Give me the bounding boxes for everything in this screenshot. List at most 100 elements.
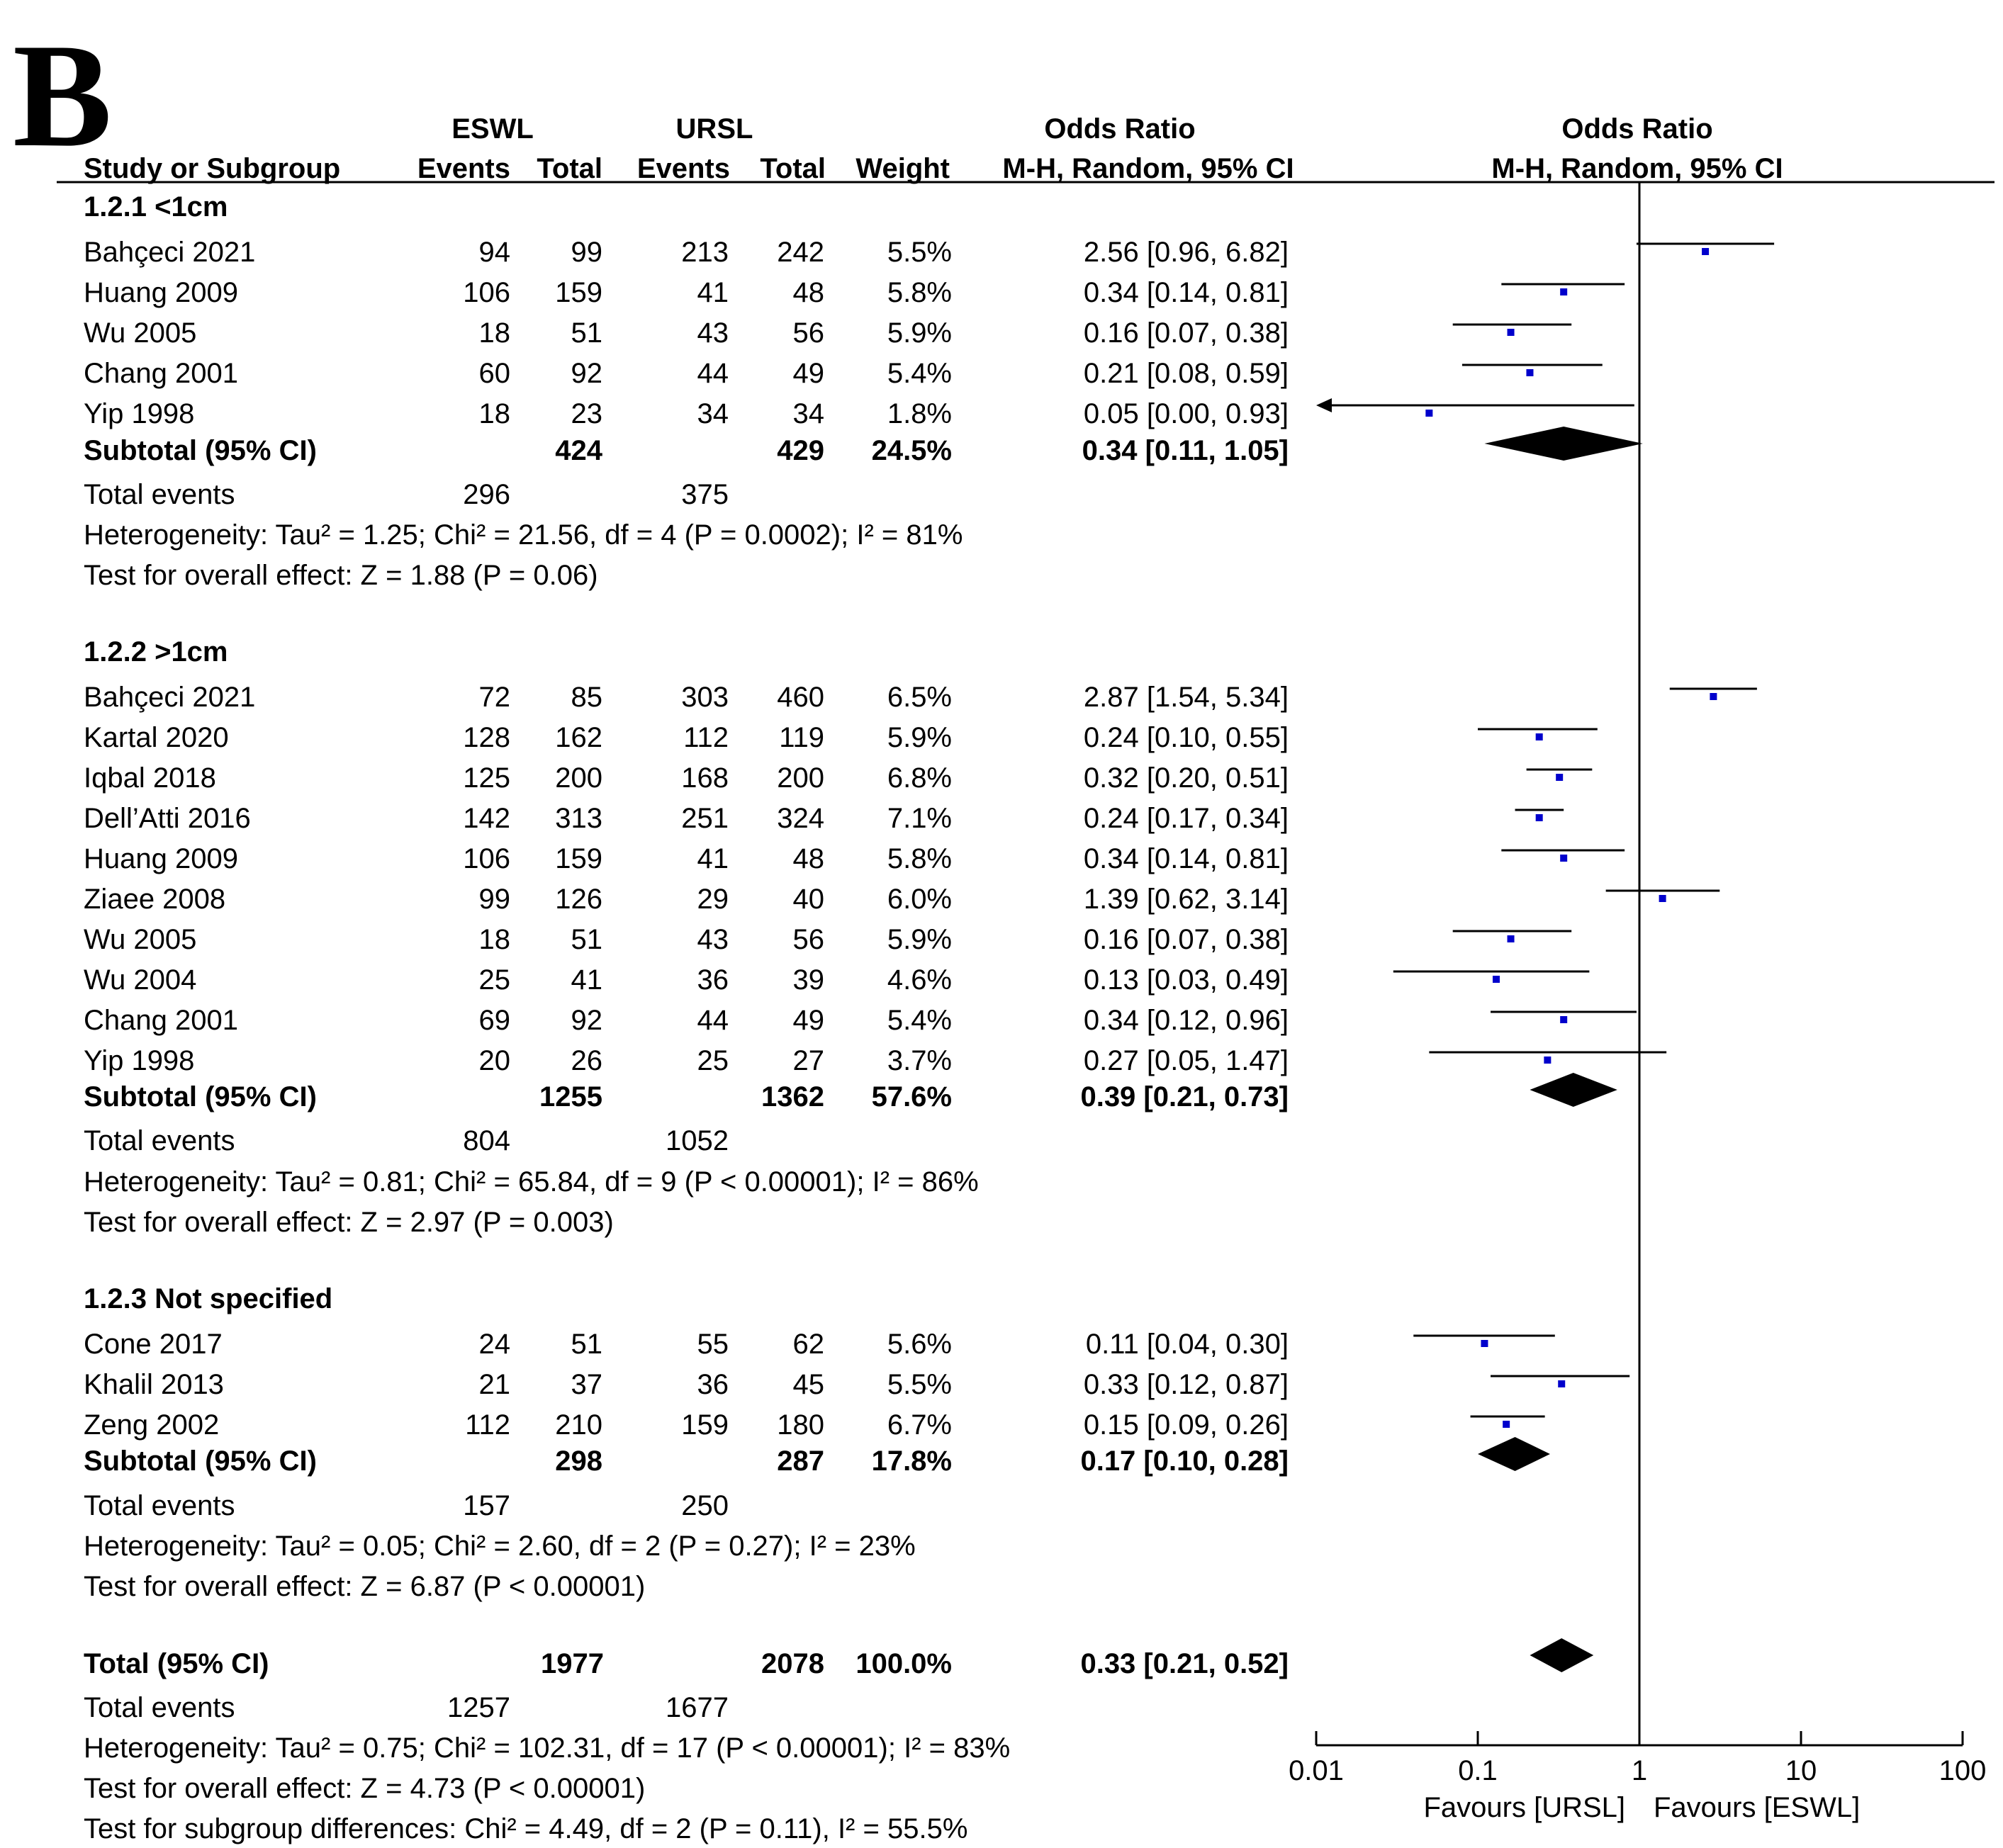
header-ursl: URSL: [675, 113, 753, 145]
overall-effect: Test for overall effect: Z = 4.73 (P < 0…: [84, 1773, 646, 1804]
eswl-total: 23: [571, 398, 603, 429]
study-name: Dell’Atti 2016: [84, 803, 251, 834]
ursl-total: 62: [792, 1329, 825, 1360]
study-name: Chang 2001: [84, 358, 238, 389]
eswl-total: 92: [571, 358, 603, 389]
ursl-total: 460: [777, 682, 824, 713]
ursl-total: 200: [777, 762, 824, 794]
ursl-events: 41: [697, 843, 729, 874]
study-1-6-point: [1507, 935, 1515, 942]
favours-left-label: Favours [URSL]: [1423, 1792, 1625, 1823]
header-ursl-events: Events: [636, 153, 730, 184]
subgroup-differences: Test for subgroup differences: Chi² = 4.…: [84, 1813, 968, 1844]
study-odds-ratio: 0.34 [0.14, 0.81]: [1083, 277, 1289, 308]
eswl-events: 18: [478, 398, 511, 429]
study-odds-ratio: 0.34 [0.14, 0.81]: [1083, 843, 1289, 874]
study-0-1-point: [1560, 288, 1568, 295]
eswl-total: 85: [571, 682, 603, 713]
eswl-events: 20: [478, 1045, 511, 1076]
eswl-total: 92: [571, 1005, 603, 1036]
heterogeneity-text: Heterogeneity: Tau² = 1.25; Chi² = 21.56…: [84, 519, 963, 551]
study-weight: 3.7%: [887, 1045, 952, 1076]
total-events-eswl: 296: [463, 479, 510, 510]
subtotal-diamond-1: [1530, 1073, 1617, 1107]
header-eswl: ESWL: [451, 113, 534, 145]
study-odds-ratio: 2.56 [0.96, 6.82]: [1083, 237, 1289, 268]
eswl-total: 37: [571, 1369, 603, 1400]
ursl-events: 213: [681, 237, 729, 268]
subtotal-weight: 17.8%: [871, 1446, 952, 1477]
overall-weight: 100.0%: [855, 1648, 952, 1679]
ursl-events: 55: [697, 1329, 729, 1360]
study-1-7-point: [1492, 976, 1500, 983]
ursl-total: 39: [792, 964, 825, 996]
eswl-total: 126: [555, 884, 602, 915]
study-weight: 5.5%: [887, 237, 952, 268]
eswl-events: 142: [463, 803, 510, 834]
subtotal-diamond-2: [1478, 1437, 1550, 1471]
subgroup-title: 1.2.1 <1cm: [84, 191, 228, 222]
study-odds-ratio: 0.15 [0.09, 0.26]: [1083, 1409, 1289, 1441]
ursl-total: 27: [792, 1045, 825, 1076]
study-2-2-point: [1503, 1421, 1510, 1428]
study-1-1-point: [1535, 733, 1543, 740]
eswl-events: 72: [478, 682, 511, 713]
ursl-events: 112: [683, 722, 729, 753]
overall-effect-text: Test for overall effect: Z = 6.87 (P < 0…: [84, 1571, 646, 1602]
study-name: Ziaee 2008: [84, 884, 226, 915]
ursl-total: 40: [792, 884, 825, 915]
header-eswl-total: Total: [537, 153, 602, 184]
study-odds-ratio: 2.87 [1.54, 5.34]: [1083, 682, 1289, 713]
eswl-total: 41: [571, 964, 603, 996]
eswl-events: 18: [478, 924, 511, 955]
subtotal-label: Subtotal (95% CI): [84, 1081, 317, 1112]
total-events-ursl: 375: [681, 479, 729, 510]
study-odds-ratio: 0.11 [0.04, 0.30]: [1085, 1329, 1289, 1360]
eswl-total: 162: [555, 722, 602, 753]
header-eswl-events: Events: [417, 153, 510, 184]
study-0-4-point: [1425, 410, 1433, 417]
study-0-3-point: [1526, 369, 1534, 376]
eswl-events: 21: [478, 1369, 511, 1400]
subgroup-title: 1.2.3 Not specified: [84, 1283, 333, 1314]
overall-total-events-label: Total events: [84, 1692, 235, 1723]
study-weight: 5.9%: [887, 722, 952, 753]
study-name: Chang 2001: [84, 1005, 238, 1036]
study-name: Huang 2009: [84, 843, 238, 874]
ursl-events: 29: [697, 884, 729, 915]
header-method-left: M-H, Random, 95% CI: [1002, 153, 1294, 184]
study-weight: 6.8%: [887, 762, 952, 794]
ursl-events: 41: [697, 277, 729, 308]
study-name: Zeng 2002: [84, 1409, 220, 1441]
study-weight: 4.6%: [887, 964, 952, 996]
ursl-events: 168: [681, 762, 729, 794]
overall-odds-ratio: 0.33 [0.21, 0.52]: [1080, 1648, 1289, 1679]
study-1-3-point: [1535, 814, 1543, 821]
subtotal-eswl-total: 298: [555, 1446, 602, 1477]
study-weight: 7.1%: [887, 803, 952, 834]
ursl-events: 36: [697, 1369, 729, 1400]
heterogeneity-text: Heterogeneity: Tau² = 0.81; Chi² = 65.84…: [84, 1166, 979, 1198]
eswl-total: 200: [555, 762, 602, 794]
study-1-9-point: [1544, 1057, 1552, 1064]
x-tick-label: 0.1: [1458, 1755, 1498, 1786]
subtotal-weight: 57.6%: [871, 1081, 952, 1112]
header-ursl-total: Total: [760, 153, 826, 184]
ursl-total: 48: [792, 277, 825, 308]
study-weight: 5.5%: [887, 1369, 952, 1400]
study-odds-ratio: 0.21 [0.08, 0.59]: [1083, 358, 1289, 389]
study-name: Wu 2005: [84, 317, 197, 349]
subgroup-title: 1.2.2 >1cm: [84, 636, 228, 667]
overall-label: Total (95% CI): [84, 1648, 269, 1679]
overall-effect-text: Test for overall effect: Z = 2.97 (P = 0…: [84, 1207, 614, 1238]
study-weight: 1.8%: [887, 398, 952, 429]
study-1-8-point: [1560, 1016, 1568, 1023]
plot-marks: [1315, 182, 1964, 1747]
ursl-events: 34: [697, 398, 729, 429]
eswl-events: 106: [463, 277, 510, 308]
eswl-total: 26: [571, 1045, 603, 1076]
study-name: Yip 1998: [84, 1045, 195, 1076]
favours-right-label: Favours [ESWL]: [1654, 1792, 1861, 1823]
eswl-total: 159: [555, 277, 602, 308]
